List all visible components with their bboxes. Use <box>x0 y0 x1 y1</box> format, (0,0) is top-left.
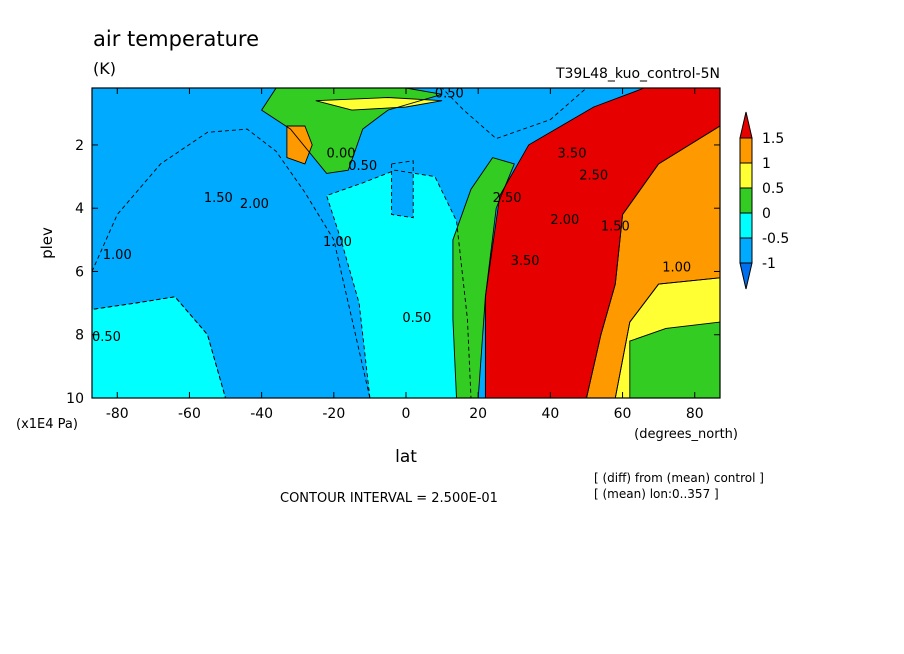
colorbar-swatch <box>739 162 753 189</box>
region-equatorial-low <box>326 170 471 398</box>
contour-label: 3.50 <box>558 147 587 162</box>
x-tick-label: -20 <box>322 406 345 422</box>
contour-line-subtropical-upper-orange <box>286 125 313 165</box>
contour-label: 2.50 <box>579 169 608 184</box>
region-subtropical-upper-green <box>261 88 443 174</box>
y-axis-units: (x1E4 Pa) <box>16 417 78 432</box>
x-tick-label: 80 <box>686 406 704 422</box>
y-tick-label: 2 <box>75 138 84 154</box>
x-tick-label: -80 <box>106 406 129 422</box>
mean-note: [ (mean) lon:0..357 ] <box>594 487 719 501</box>
contour-line-subtropical-upper-yellow <box>315 97 443 111</box>
contour-line-north-yellow <box>614 277 720 398</box>
region-subtropical-upper-orange <box>286 126 313 164</box>
x-tick-label: 20 <box>469 406 487 422</box>
colorbar-label: 1 <box>762 156 771 172</box>
colorbar-label: 1.5 <box>762 131 784 147</box>
y-tick-label: 10 <box>66 391 84 407</box>
region-north-orange <box>586 126 720 398</box>
region-north-green-pool <box>629 322 720 398</box>
contour-label: 0.00 <box>327 147 356 162</box>
y-tick-label: 4 <box>75 201 84 217</box>
colorbar-label: -0.5 <box>762 231 789 247</box>
colorbar-swatch <box>739 212 753 239</box>
plot-area <box>92 88 720 398</box>
contour-interval-note: CONTOUR INTERVAL = 2.500E-01 <box>280 491 498 506</box>
colorbar-top-arrow <box>739 111 753 139</box>
x-tick-label: -40 <box>250 406 273 422</box>
region-southern-midlat-core <box>92 129 370 398</box>
contour-label: 0.50 <box>348 159 377 174</box>
contour-label: 2.50 <box>493 191 522 206</box>
contour-label: 2.00 <box>550 213 579 228</box>
contour-label: 3.50 <box>511 254 540 269</box>
contour-label: 1.00 <box>662 260 691 275</box>
x-tick-label: 40 <box>541 406 559 422</box>
region-upper-dark-blue-strip <box>442 88 587 139</box>
contour-label: 0.50 <box>92 330 121 345</box>
run-label: T39L48_kuo_control-5N <box>555 66 720 82</box>
x-axis-label: lat <box>395 447 417 467</box>
colorbar-swatch <box>739 187 753 214</box>
colorbar-label: -1 <box>762 256 776 272</box>
contour-label: 1.00 <box>323 235 352 250</box>
contour-line-southern-midlat-core <box>92 128 371 398</box>
region-southern-polar-lowlevel <box>92 296 226 398</box>
units-label: (K) <box>93 59 116 78</box>
region-north-warm <box>485 88 720 398</box>
y-axis-label: plev <box>38 227 56 259</box>
contour-line-equator-pocket <box>391 160 414 219</box>
chart-title: air temperature <box>93 27 259 51</box>
x-tick-label: 0 <box>402 406 411 422</box>
colorbar-swatch <box>739 137 753 164</box>
contour-line-subtropical-upper-green <box>260 88 443 174</box>
contour-label: 1.50 <box>204 191 233 206</box>
contour-label: 1.50 <box>601 219 630 234</box>
y-tick-label: 8 <box>75 328 84 344</box>
colorbar-label: 0 <box>762 206 771 222</box>
contour-line-north-green-pool <box>629 321 720 398</box>
contour-line-equatorial-low <box>326 169 472 398</box>
contour-label: 2.00 <box>240 197 269 212</box>
region-subtropical-upper-yellow <box>315 97 443 111</box>
colorbar-swatch <box>739 237 753 264</box>
colorbar-bottom-arrow <box>739 262 753 290</box>
x-axis-units: (degrees_north) <box>634 427 738 442</box>
region-equator-pocket <box>391 160 414 218</box>
contour-label: 0.50 <box>402 311 431 326</box>
x-tick-label: 60 <box>614 406 632 422</box>
y-tick-label: 6 <box>75 264 84 280</box>
x-tick-label: -60 <box>178 406 201 422</box>
contour-label: 0.50 <box>435 86 464 101</box>
diff-note: [ (diff) from (mean) control ] <box>594 471 764 485</box>
contour-line-north-transition <box>452 157 515 398</box>
region-north-transition <box>452 157 515 398</box>
contour-label: 1.00 <box>103 248 132 263</box>
colorbar-label: 0.5 <box>762 181 784 197</box>
